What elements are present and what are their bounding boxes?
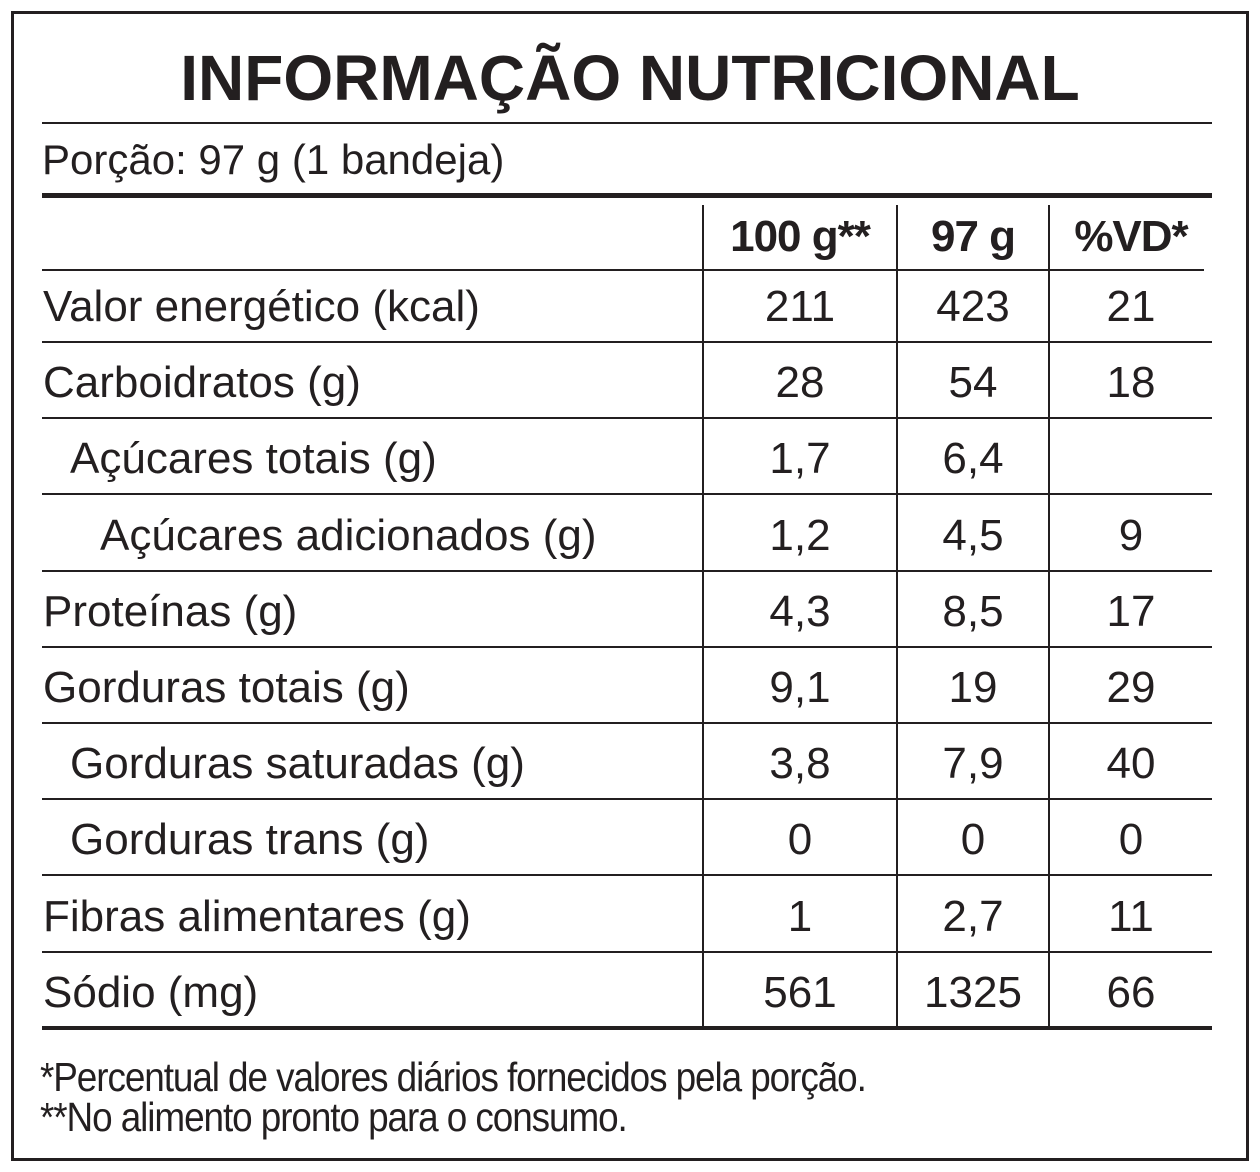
row-value: 561 — [763, 967, 837, 1017]
divider — [42, 950, 1212, 953]
row-value: 6,4 — [942, 434, 1004, 484]
row-label: Açúcares totais (g) — [70, 434, 437, 484]
row-value: 4,5 — [942, 510, 1004, 560]
divider — [42, 874, 1212, 877]
row-label: Carboidratos (g) — [43, 358, 361, 408]
row-value: 211 — [764, 282, 836, 331]
column-header: 97 g — [930, 212, 1016, 261]
divider — [42, 798, 1212, 801]
row-value: 29 — [1106, 663, 1156, 712]
row-value: 17 — [1106, 586, 1156, 636]
footnote: **No alimento pronto para o consumo. — [40, 1094, 628, 1140]
row-value: 54 — [948, 358, 998, 408]
row-value: 0 — [960, 815, 986, 865]
column-divider — [702, 205, 704, 1028]
row-value: 8,5 — [942, 586, 1004, 636]
divider — [42, 722, 1212, 724]
column-divider — [896, 205, 898, 1028]
row-value: 28 — [775, 358, 825, 408]
row-label: Gorduras trans (g) — [70, 815, 430, 865]
frame — [11, 11, 1249, 1161]
row-label: Valor energético (kcal) — [43, 282, 480, 331]
row-value: 1,2 — [769, 510, 831, 560]
row-value: 3,8 — [769, 739, 831, 789]
row-value: 40 — [1106, 739, 1156, 789]
row-value: 1 — [787, 891, 813, 941]
row-value: 9 — [1118, 510, 1144, 560]
divider — [42, 269, 1204, 271]
row-value: 11 — [1108, 891, 1154, 941]
portion: Porção: 97 g (1 bandeja) — [42, 136, 505, 183]
title: INFORMAÇÃO NUTRICIONAL — [180, 42, 1080, 114]
row-label: Fibras alimentares (g) — [43, 891, 471, 941]
row-label: Proteínas (g) — [43, 586, 298, 636]
row-label: Sódio (mg) — [43, 967, 259, 1017]
row-value: 423 — [936, 282, 1010, 331]
row-value: 4,3 — [769, 586, 831, 636]
row-value: 0 — [787, 815, 813, 865]
row-value: 7,9 — [942, 739, 1004, 789]
divider — [42, 569, 1212, 572]
divider — [42, 493, 1212, 496]
footnote: *Percentual de valores diários fornecido… — [40, 1054, 867, 1100]
row-value: 21 — [1106, 282, 1156, 331]
divider — [42, 341, 1212, 343]
row-value: 1325 — [924, 967, 1022, 1017]
row-label: Açúcares adicionados (g) — [100, 510, 597, 560]
divider — [42, 645, 1212, 648]
row-value: 66 — [1106, 967, 1156, 1017]
row-label: Gorduras totais (g) — [43, 663, 410, 712]
row-value: 2,7 — [942, 891, 1004, 941]
row-value: 1,7 — [769, 434, 831, 484]
column-header: 100 g** — [730, 212, 871, 261]
divider — [42, 193, 1212, 198]
divider — [42, 122, 1212, 124]
divider — [42, 1026, 1212, 1030]
row-value: 19 — [948, 663, 998, 712]
column-divider — [1048, 205, 1050, 1028]
divider — [42, 417, 1212, 420]
row-value: 18 — [1106, 358, 1156, 408]
row-label: Gorduras saturadas (g) — [70, 739, 525, 789]
row-value: 0 — [1118, 815, 1144, 865]
column-header: %VD* — [1074, 212, 1188, 261]
row-value: 9,1 — [769, 663, 831, 712]
